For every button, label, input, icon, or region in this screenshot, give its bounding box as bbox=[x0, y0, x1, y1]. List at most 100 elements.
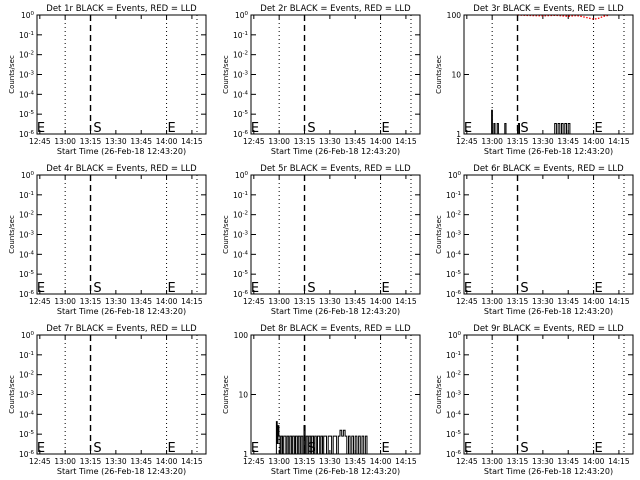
y-tick-label: 10-3 bbox=[233, 71, 249, 80]
y-axis-label: Counts/sec bbox=[222, 55, 230, 94]
plot-frame bbox=[36, 174, 207, 295]
marker-s: S bbox=[93, 121, 101, 136]
marker-s: S bbox=[307, 281, 315, 296]
x-axis-label: Start Time (26-Feb-18 12:43:20) bbox=[271, 307, 400, 316]
y-tick-label: 10-1 bbox=[446, 351, 461, 360]
x-tick-label: 13:00 bbox=[481, 137, 503, 146]
y-tick-label: 10-2 bbox=[233, 211, 248, 220]
x-tick-label: 13:45 bbox=[344, 297, 366, 306]
y-axis-label: Counts/sec bbox=[222, 375, 230, 414]
y-tick-label: 10-5 bbox=[19, 430, 35, 439]
x-tick-label: 12:45 bbox=[243, 457, 265, 466]
x-tick-label: 12:45 bbox=[243, 297, 265, 306]
x-tick-label: 13:30 bbox=[105, 457, 127, 466]
plot-frame bbox=[250, 174, 421, 295]
edge-label: E bbox=[464, 441, 472, 456]
x-tick-label: 12:45 bbox=[456, 297, 478, 306]
x-tick-label: 14:00 bbox=[370, 297, 392, 306]
x-tick-label: 13:15 bbox=[80, 297, 102, 306]
edge-label: E bbox=[37, 121, 45, 136]
x-tick-label: 14:00 bbox=[156, 457, 178, 466]
marker-s: S bbox=[520, 441, 528, 456]
y-tick-label: 10-2 bbox=[19, 51, 34, 60]
x-tick-label: 14:00 bbox=[583, 457, 605, 466]
plot-frame bbox=[463, 14, 634, 135]
x-axis-label: Start Time (26-Feb-18 12:43:20) bbox=[484, 147, 613, 156]
x-tick-label: 13:00 bbox=[268, 297, 290, 306]
panel-title: Det 2r BLACK = Events, RED = LLD bbox=[260, 4, 411, 14]
x-tick-label: 13:45 bbox=[344, 457, 366, 466]
plot-frame bbox=[36, 334, 207, 455]
y-tick-label: 10-4 bbox=[19, 250, 35, 259]
y-tick-label: 10-1 bbox=[19, 31, 34, 40]
x-axis-label: Start Time (26-Feb-18 12:43:20) bbox=[57, 467, 186, 476]
y-tick-label: 10-6 bbox=[233, 130, 249, 139]
y-tick-label: 10-3 bbox=[446, 231, 462, 240]
panel-title: Det 1r BLACK = Events, RED = LLD bbox=[46, 4, 197, 14]
x-axis-label: Start Time (26-Feb-18 12:43:20) bbox=[271, 147, 400, 156]
marker-s: S bbox=[520, 281, 528, 296]
x-tick-label: 13:45 bbox=[130, 137, 152, 146]
x-tick-label: 14:15 bbox=[395, 457, 417, 466]
x-tick-label: 14:15 bbox=[181, 457, 203, 466]
x-tick-label: 12:45 bbox=[243, 137, 265, 146]
x-tick-label: 13:00 bbox=[54, 137, 76, 146]
panel-title: Det 7r BLACK = Events, RED = LLD bbox=[46, 324, 197, 334]
y-tick-label: 10-4 bbox=[19, 90, 35, 99]
x-tick-label: 13:45 bbox=[557, 297, 579, 306]
edge-label: E bbox=[464, 281, 472, 296]
y-tick-label: 10 bbox=[451, 71, 461, 80]
x-tick-label: 13:30 bbox=[532, 137, 554, 146]
y-tick-label: 10-5 bbox=[446, 270, 462, 279]
x-tick-label: 14:15 bbox=[181, 297, 203, 306]
x-tick-label: 13:30 bbox=[319, 457, 341, 466]
lld-series bbox=[517, 14, 609, 20]
x-tick-label: 13:45 bbox=[344, 137, 366, 146]
edge-label: E bbox=[37, 281, 45, 296]
plot-frame bbox=[250, 14, 421, 135]
y-tick-label: 100 bbox=[234, 331, 249, 340]
y-axis-label: Counts/sec bbox=[8, 55, 16, 94]
y-tick-label: 10-2 bbox=[446, 371, 461, 380]
marker-s: S bbox=[307, 441, 315, 456]
x-axis-label: Start Time (26-Feb-18 12:43:20) bbox=[484, 467, 613, 476]
x-tick-label: 14:15 bbox=[395, 297, 417, 306]
y-tick-label: 10-4 bbox=[19, 410, 35, 419]
y-tick-label: 100 bbox=[21, 11, 35, 20]
marker-e: E bbox=[381, 281, 389, 296]
y-tick-label: 10-1 bbox=[446, 191, 461, 200]
y-tick-label: 10-4 bbox=[233, 90, 249, 99]
x-axis-label: Start Time (26-Feb-18 12:43:20) bbox=[271, 467, 400, 476]
y-tick-label: 10-5 bbox=[233, 110, 249, 119]
x-tick-label: 12:45 bbox=[29, 297, 51, 306]
x-tick-label: 14:15 bbox=[608, 457, 630, 466]
y-tick-label: 10-1 bbox=[19, 351, 34, 360]
x-tick-label: 12:45 bbox=[456, 457, 478, 466]
y-tick-label: 10-5 bbox=[19, 110, 35, 119]
y-axis-label: Counts/sec bbox=[8, 375, 16, 414]
x-tick-label: 14:15 bbox=[181, 137, 203, 146]
x-tick-label: 14:00 bbox=[583, 297, 605, 306]
x-tick-label: 13:00 bbox=[54, 297, 76, 306]
marker-e: E bbox=[381, 441, 389, 456]
x-tick-label: 13:30 bbox=[532, 457, 554, 466]
x-tick-label: 14:00 bbox=[370, 457, 392, 466]
y-tick-label: 1 bbox=[456, 130, 461, 139]
x-tick-label: 14:00 bbox=[583, 137, 605, 146]
x-tick-label: 12:45 bbox=[29, 137, 51, 146]
y-axis-label: Counts/sec bbox=[435, 375, 443, 414]
x-tick-label: 13:30 bbox=[319, 137, 341, 146]
x-tick-label: 14:15 bbox=[395, 137, 417, 146]
y-tick-label: 10-1 bbox=[233, 191, 248, 200]
y-tick-label: 100 bbox=[21, 331, 35, 340]
edge-label: E bbox=[37, 441, 45, 456]
y-tick-label: 10-2 bbox=[233, 51, 248, 60]
y-tick-label: 100 bbox=[235, 11, 249, 20]
marker-e: E bbox=[381, 121, 389, 136]
plot-frame bbox=[250, 334, 421, 455]
x-tick-label: 13:00 bbox=[54, 457, 76, 466]
